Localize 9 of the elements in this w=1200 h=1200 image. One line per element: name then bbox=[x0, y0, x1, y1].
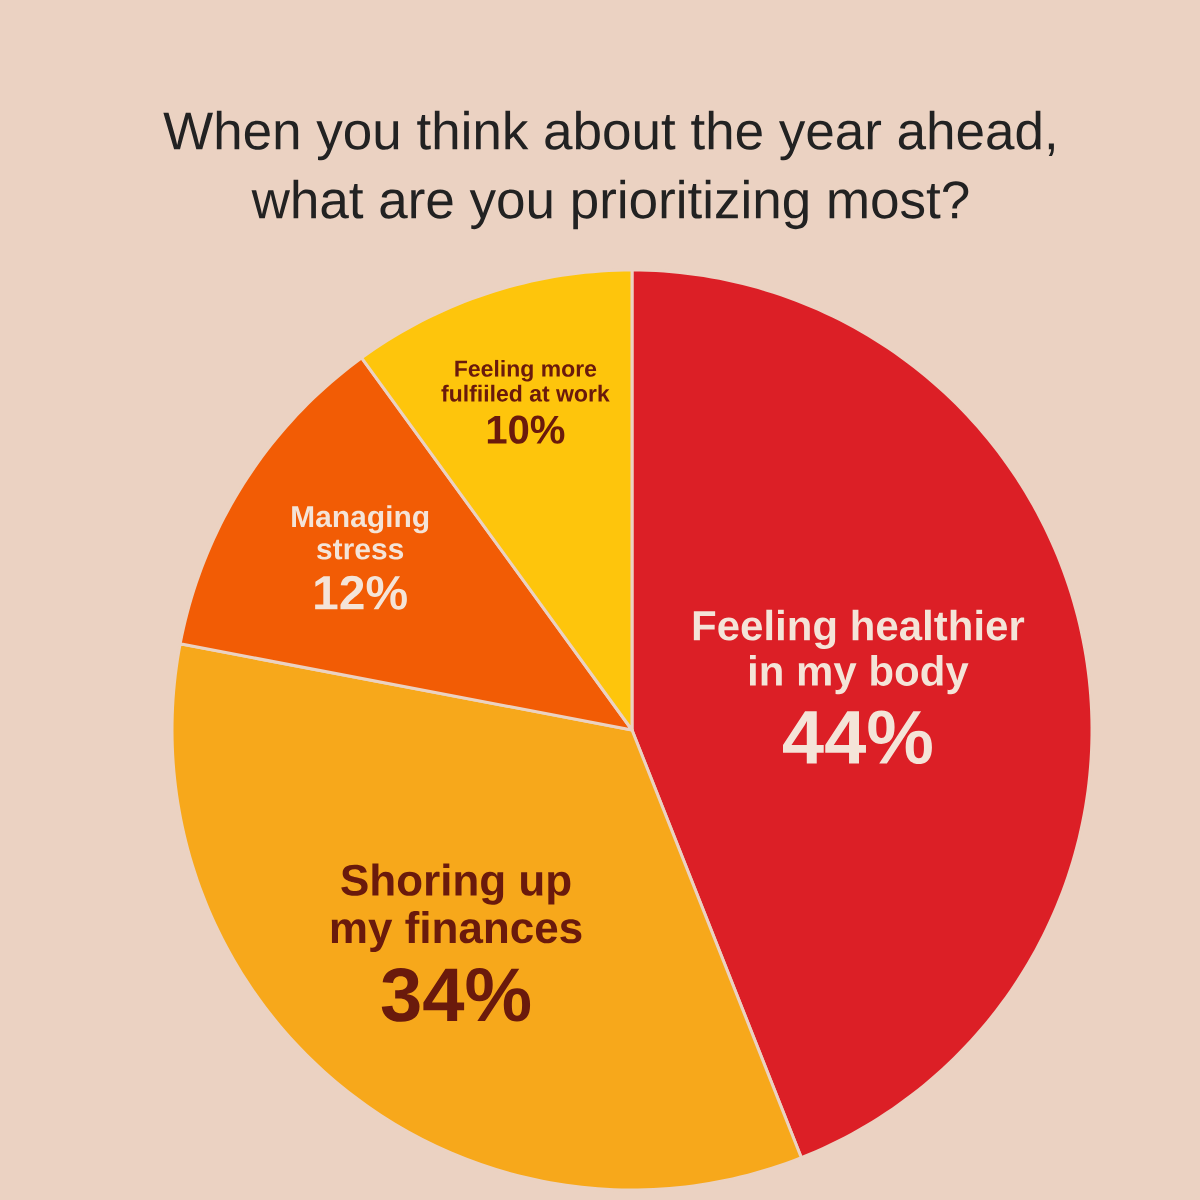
data-label: 34% bbox=[381, 967, 531, 1022]
chart-title: When you think about the year ahead, what are you prioritizing most? bbox=[163, 110, 1054, 230]
slice-label: Shoring up my finances bbox=[331, 863, 582, 953]
slice-label: Feeling more fulfiiled at work bbox=[441, 359, 610, 402]
slice-label: Feeling healthier in my body bbox=[693, 609, 1025, 695]
data-label: 10% bbox=[487, 415, 565, 444]
slice-label: Managing stress bbox=[292, 505, 429, 560]
data-label: 12% bbox=[315, 575, 407, 610]
data-label: 44% bbox=[783, 710, 932, 765]
